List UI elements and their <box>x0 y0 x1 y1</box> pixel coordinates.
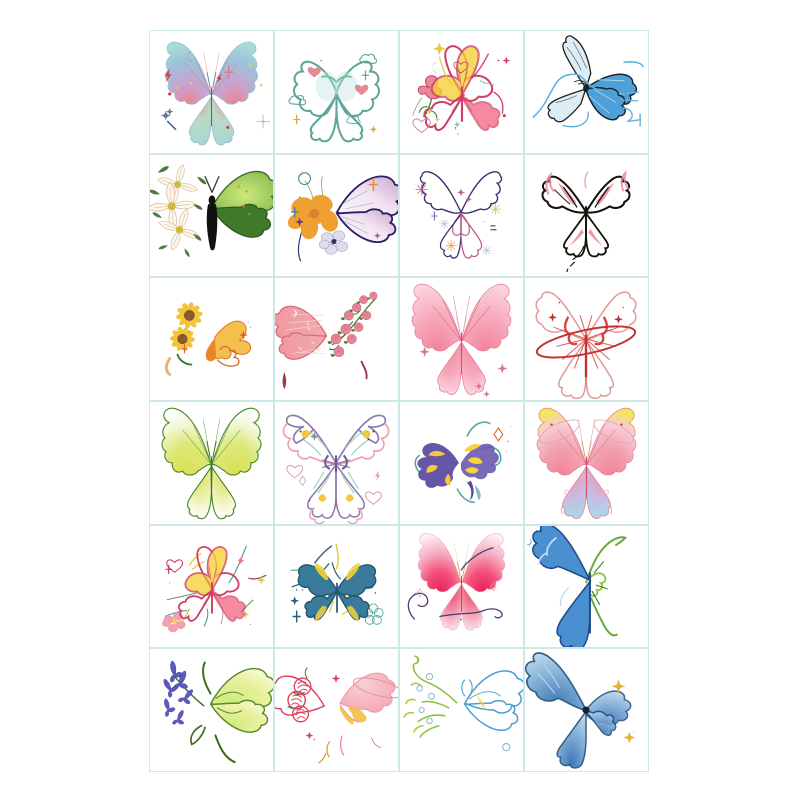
svg-text:’.: ’. <box>454 125 459 137</box>
